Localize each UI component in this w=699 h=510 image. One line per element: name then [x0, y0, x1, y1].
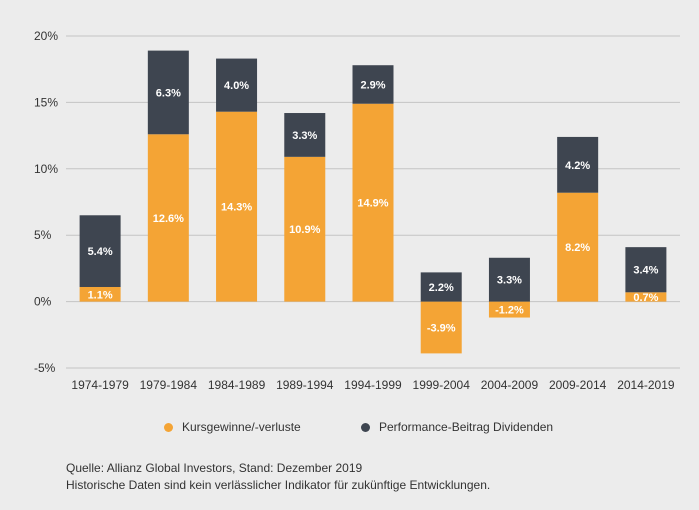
bar-dividend [352, 65, 394, 104]
data-label-dividend: 2.2% [429, 282, 454, 294]
bar-price [79, 286, 121, 302]
bar-dividend [557, 136, 599, 193]
chart-legend: Kursgewinne/-verluste Performance-Beitra… [0, 420, 699, 438]
data-label-dividend: 5.4% [88, 246, 113, 258]
x-tick-label: 1979-1984 [140, 378, 198, 392]
bar-price [284, 156, 326, 302]
y-tick-label: 0% [34, 295, 52, 309]
data-label-dividend: 3.4% [633, 265, 658, 277]
x-tick-label: 1994-1999 [344, 378, 402, 392]
legend-label-price: Kursgewinne/-verluste [182, 420, 301, 434]
data-label-price: 0.7% [633, 292, 658, 304]
bar-dividend [79, 215, 121, 287]
bar-price [625, 292, 667, 302]
x-tick-label: 2004-2009 [481, 378, 539, 392]
legend-swatch-dividend [361, 422, 370, 432]
data-label-price: -1.2% [495, 305, 524, 317]
data-label-price: 12.6% [153, 213, 184, 225]
data-label-price: -3.9% [427, 322, 456, 334]
legend-swatch-price [164, 422, 173, 432]
stacked-bar-chart: 20% 15% 10% 5% 0% -5% 5.4% 1.1% 1974-1979 6.3% 12.… [34, 29, 680, 392]
data-label-dividend: 4.2% [565, 160, 590, 172]
bar-dividend [420, 272, 462, 302]
x-tick-label: 1989-1994 [276, 378, 334, 392]
legend-item-price: Kursgewinne/-verluste [164, 420, 301, 434]
bar-dividend [147, 50, 189, 135]
data-label-price: 8.2% [565, 242, 590, 254]
bar-price [216, 111, 258, 302]
bar-price [488, 301, 530, 318]
bar-dividend [625, 247, 667, 293]
y-tick-label: -5% [34, 361, 56, 375]
data-label-dividend: 2.9% [360, 79, 385, 91]
legend-item-dividend: Performance-Beitrag Dividenden [361, 420, 553, 434]
x-tick-label: 1999-2004 [413, 378, 471, 392]
disclaimer-note: Historische Daten sind kein verlässliche… [66, 478, 491, 492]
x-tick-label: 1984-1989 [208, 378, 266, 392]
y-tick-label: 5% [34, 228, 52, 242]
x-tick-label: 2014-2019 [617, 378, 675, 392]
data-label-dividend: 4.0% [224, 80, 249, 92]
bar-price [352, 103, 394, 302]
data-label-dividend: 3.3% [292, 130, 317, 142]
data-label-price: 1.1% [88, 289, 113, 301]
source-note: Quelle: Allianz Global Investors, Stand:… [66, 461, 363, 475]
data-label-price: 10.9% [289, 224, 320, 236]
x-tick-label: 1974-1979 [71, 378, 129, 392]
data-label-dividend: 3.3% [497, 275, 522, 287]
bar-price [557, 192, 599, 302]
y-tick-label: 10% [34, 162, 58, 176]
y-tick-label: 20% [34, 29, 58, 43]
data-label-price: 14.9% [357, 198, 388, 210]
data-label-dividend: 6.3% [156, 87, 181, 99]
data-label-price: 14.3% [221, 202, 252, 214]
bar-dividend [488, 257, 530, 302]
bar-price [147, 134, 189, 302]
bar-dividend [284, 113, 326, 157]
chart-footnote: Quelle: Allianz Global Investors, Stand:… [66, 460, 490, 494]
bar-price [420, 301, 462, 354]
y-tick-label: 15% [34, 95, 58, 109]
x-tick-label: 2009-2014 [549, 378, 607, 392]
legend-label-dividend: Performance-Beitrag Dividenden [379, 420, 554, 434]
bar-dividend [216, 58, 258, 112]
